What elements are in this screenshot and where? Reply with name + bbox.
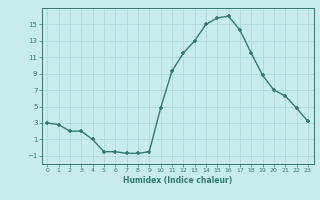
X-axis label: Humidex (Indice chaleur): Humidex (Indice chaleur) <box>123 176 232 185</box>
